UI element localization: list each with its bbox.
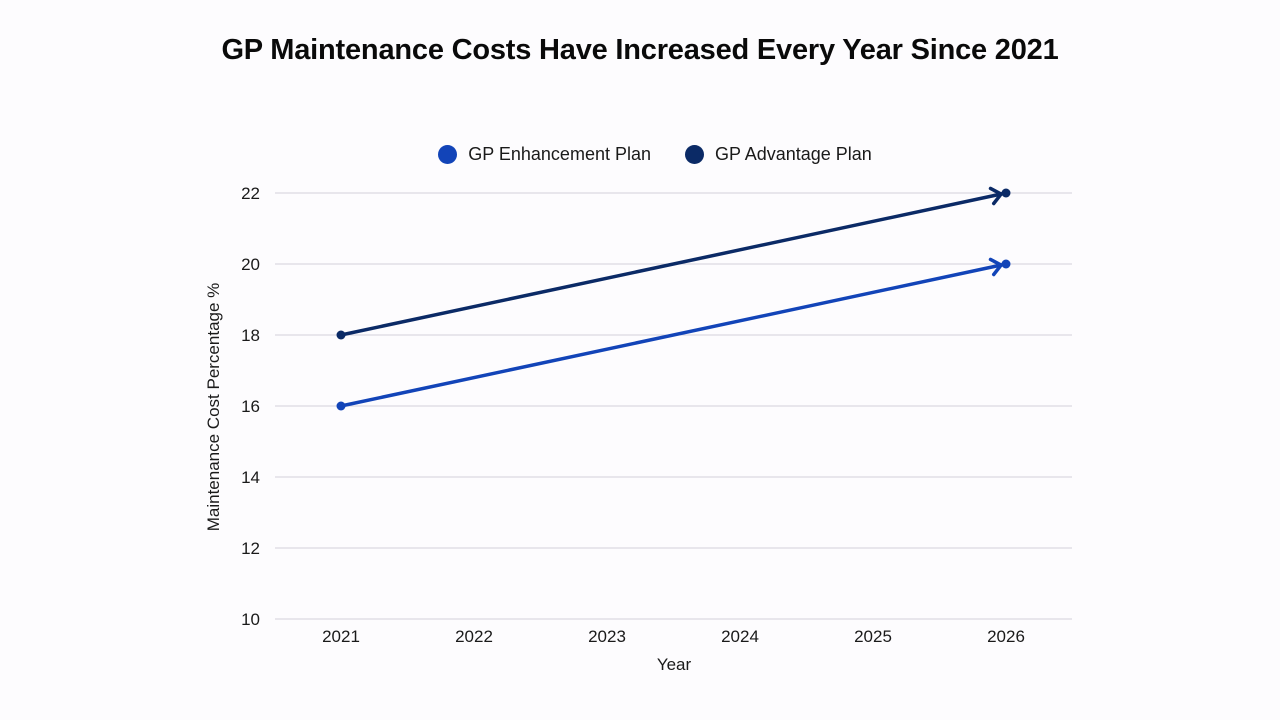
x-tick-label: 2026 <box>987 627 1025 646</box>
arrowhead <box>988 257 1003 277</box>
series-line <box>339 262 1008 408</box>
y-tick-label: 16 <box>241 397 260 416</box>
y-tick-label: 12 <box>241 539 260 558</box>
x-tick-label: 2025 <box>854 627 892 646</box>
y-axis-title: Maintenance Cost Percentage % <box>204 283 223 532</box>
series-lines <box>336 186 1011 411</box>
data-point[interactable] <box>1001 259 1011 269</box>
legend-label-enhancement: GP Enhancement Plan <box>468 144 651 164</box>
legend-item-enhancement[interactable]: GP Enhancement Plan <box>438 144 651 165</box>
y-axis-ticks: 10 12 14 16 18 20 22 <box>241 184 260 629</box>
data-point[interactable] <box>336 330 346 340</box>
legend-label-advantage: GP Advantage Plan <box>715 144 872 164</box>
x-tick-label: 2024 <box>721 627 759 646</box>
y-tick-label: 18 <box>241 326 260 345</box>
y-tick-label: 20 <box>241 255 260 274</box>
gridlines <box>275 192 1072 620</box>
x-axis-title: Year <box>657 655 692 674</box>
y-tick-label: 22 <box>241 184 260 203</box>
x-axis-ticks: 2021 2022 2023 2024 2025 2026 <box>322 627 1025 646</box>
data-point[interactable] <box>1001 188 1011 198</box>
data-point[interactable] <box>336 401 346 411</box>
arrowhead <box>988 186 1003 206</box>
x-tick-label: 2021 <box>322 627 360 646</box>
x-tick-label: 2023 <box>588 627 626 646</box>
chart-legend: GP Enhancement Plan GP Advantage Plan <box>0 144 1280 165</box>
series-gp-enhancement-plan <box>336 257 1011 411</box>
series-gp-advantage-plan <box>336 186 1011 340</box>
legend-swatch-advantage <box>685 145 704 164</box>
legend-item-advantage[interactable]: GP Advantage Plan <box>685 144 872 165</box>
chart-title: GP Maintenance Costs Have Increased Ever… <box>221 34 1059 66</box>
y-tick-label: 14 <box>241 468 260 487</box>
series-line <box>339 191 1008 337</box>
x-tick-label: 2022 <box>455 627 493 646</box>
y-tick-label: 10 <box>241 610 260 629</box>
legend-swatch-enhancement <box>438 145 458 164</box>
